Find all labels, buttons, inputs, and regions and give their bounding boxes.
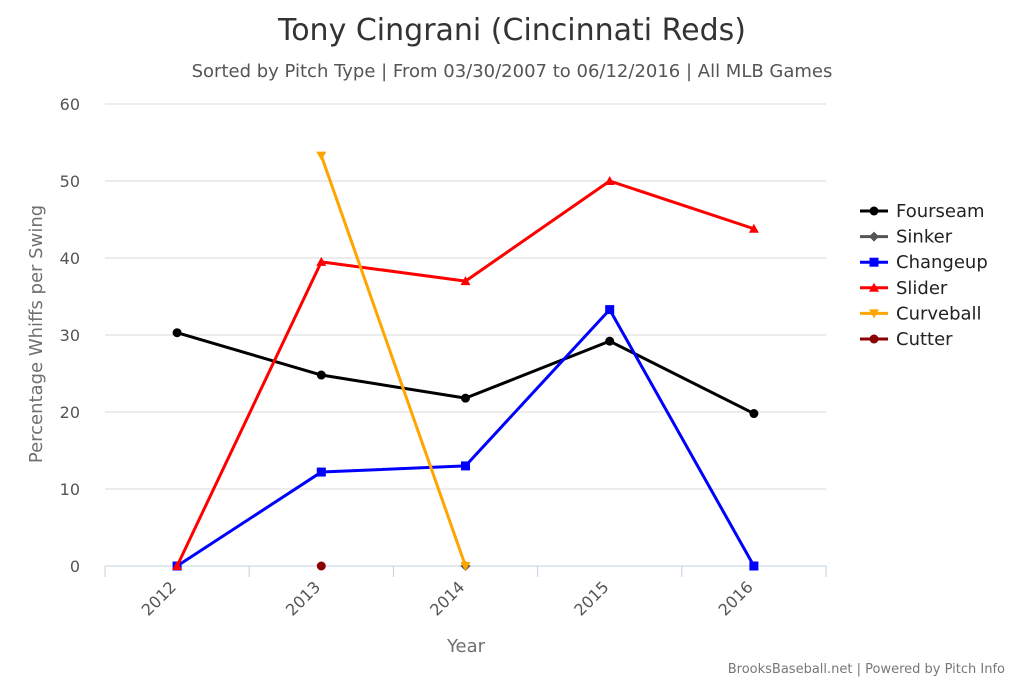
data-point-changeup <box>605 305 615 315</box>
data-point-slider <box>172 561 183 570</box>
legend: Fourseam Sinker Changeup Slider Curveball Cut… <box>860 201 988 350</box>
legend-item-fourseam: Fourseam <box>860 201 985 222</box>
data-point-slider <box>316 256 327 266</box>
y-tick-label: 10 <box>60 480 80 499</box>
y-tick-label: 0 <box>70 557 80 576</box>
data-point-fourseam <box>749 409 759 419</box>
series-fourseam <box>172 328 759 419</box>
legend-marker <box>869 334 879 344</box>
series-group <box>172 151 759 571</box>
series-changeup <box>172 305 759 571</box>
series-line-changeup <box>176 308 756 568</box>
legend-label: Slider <box>896 278 948 299</box>
y-tick-labels: 0 10 20 30 40 50 60 <box>60 95 80 576</box>
chart-title: Tony Cingrani (Cincinnati Reds) <box>277 13 746 48</box>
legend-item-slider: Slider <box>860 278 948 299</box>
y-tick-label: 40 <box>60 249 80 268</box>
data-point-changeup <box>461 461 470 471</box>
data-point-cutter <box>316 561 326 571</box>
legend-marker <box>869 231 879 242</box>
legend-item-cutter: Cutter <box>860 329 953 350</box>
x-tick-label: 2015 <box>570 577 612 619</box>
y-tick-label: 50 <box>60 172 80 191</box>
x-tick-label: 2014 <box>426 577 468 619</box>
x-axis-title: Year <box>446 636 486 657</box>
y-tick-label: 20 <box>60 403 80 422</box>
data-point-fourseam <box>316 370 326 380</box>
data-point-changeup <box>749 561 759 571</box>
data-point-slider <box>460 276 471 286</box>
legend-marker <box>869 309 879 319</box>
data-point-slider <box>604 176 615 185</box>
series-slider <box>172 176 759 570</box>
series-cutter <box>316 561 326 571</box>
x-tick-label: 2013 <box>282 577 324 619</box>
data-point-curveball <box>460 562 471 571</box>
legend-marker <box>869 282 879 292</box>
series-line-curveball <box>319 155 467 567</box>
legend-item-sinker: Sinker <box>860 227 953 248</box>
y-tick-label: 60 <box>60 95 80 114</box>
data-point-fourseam <box>172 328 182 338</box>
legend-item-changeup: Changeup <box>860 252 988 273</box>
legend-marker <box>869 206 879 216</box>
data-point-fourseam <box>461 393 470 403</box>
legend-marker <box>869 257 879 267</box>
legend-label: Cutter <box>896 329 953 350</box>
legend-label: Sinker <box>896 227 953 248</box>
y-tick-label: 30 <box>60 326 80 345</box>
data-point-slider <box>748 223 759 233</box>
credits-text: BrooksBaseball.net | Powered by Pitch In… <box>728 662 1005 677</box>
legend-label: Changeup <box>896 252 988 273</box>
data-point-changeup <box>316 467 326 477</box>
data-point-curveball <box>316 151 327 161</box>
legend-item-curveball: Curveball <box>860 303 982 324</box>
legend-label: Fourseam <box>896 201 985 222</box>
series-curveball <box>316 151 471 571</box>
x-tick-label: 2012 <box>138 577 180 619</box>
gridlines <box>105 103 826 490</box>
x-tick-labels: 2012 2013 2014 2015 2016 <box>138 577 757 619</box>
x-tick-label: 2016 <box>715 577 757 619</box>
chart-subtitle: Sorted by Pitch Type | From 03/30/2007 t… <box>192 61 833 82</box>
legend-label: Curveball <box>896 303 982 324</box>
y-axis-title: Percentage Whiffs per Swing <box>26 205 47 463</box>
data-point-fourseam <box>605 336 615 346</box>
